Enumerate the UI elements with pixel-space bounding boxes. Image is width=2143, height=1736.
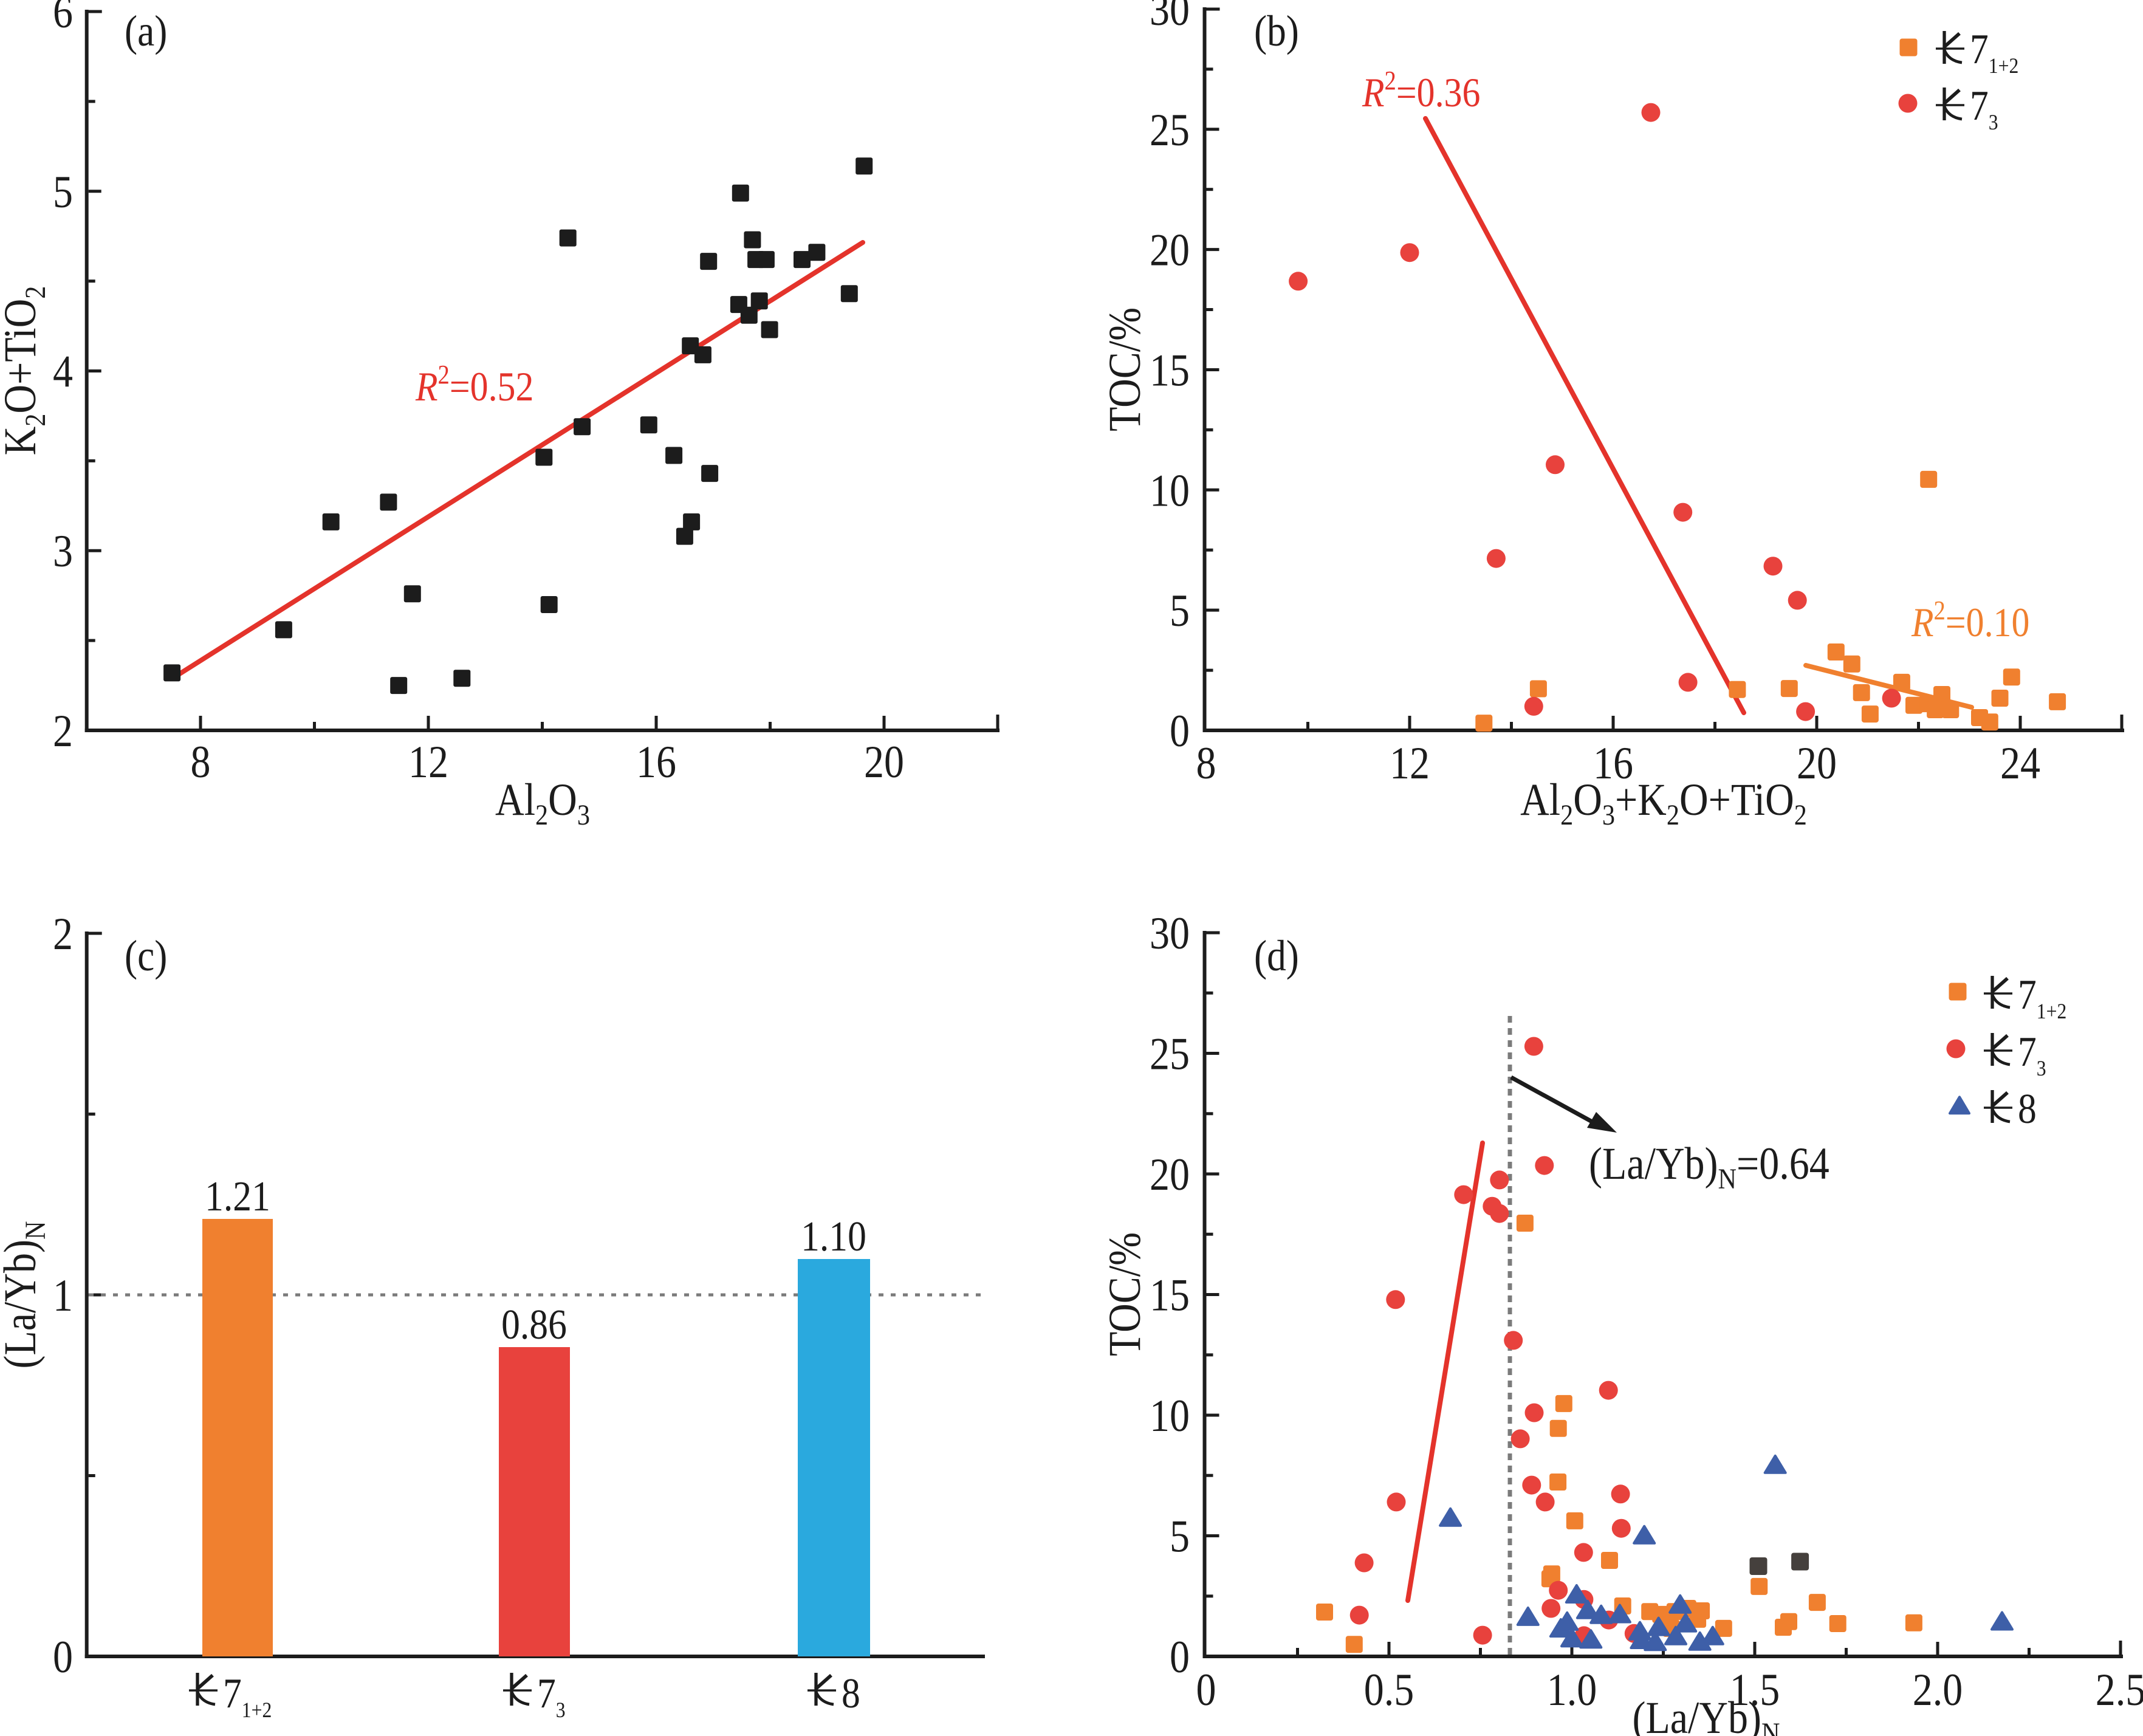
svg-text:2: 2 (53, 706, 73, 756)
svg-text:(La/Yb)N: (La/Yb)N (0, 1221, 52, 1368)
svg-text:2.5: 2.5 (2096, 1665, 2143, 1715)
svg-text:(La/Yb)N: (La/Yb)N (1632, 1693, 1780, 1736)
svg-text:2.0: 2.0 (1913, 1665, 1963, 1715)
svg-text:5: 5 (1170, 586, 1190, 636)
svg-text:8: 8 (191, 737, 211, 787)
svg-text:8: 8 (842, 1670, 860, 1717)
svg-text:10: 10 (1150, 465, 1190, 516)
svg-text:0: 0 (1196, 1665, 1216, 1715)
svg-text:1.5: 1.5 (1730, 1665, 1780, 1715)
svg-text:1.10: 1.10 (801, 1213, 866, 1260)
svg-text:25: 25 (1150, 1029, 1190, 1080)
svg-text:Al2O3+K2O+TiO2: Al2O3+K2O+TiO2 (1520, 775, 1807, 831)
svg-text:20: 20 (1150, 1150, 1190, 1200)
svg-text:4: 4 (53, 347, 73, 397)
svg-text:2: 2 (53, 909, 73, 959)
svg-text:20: 20 (864, 737, 904, 787)
svg-text:(c): (c) (125, 931, 167, 980)
svg-text:(d): (d) (1254, 931, 1299, 980)
svg-text:12: 12 (1390, 738, 1430, 789)
svg-text:12: 12 (408, 737, 448, 787)
svg-text:K2O+TiO2: K2O+TiO2 (0, 286, 52, 456)
svg-text:16: 16 (1593, 738, 1633, 789)
svg-text:8: 8 (1196, 738, 1216, 789)
svg-text:1.21: 1.21 (205, 1173, 270, 1220)
svg-text:15: 15 (1150, 346, 1190, 396)
svg-text:24: 24 (2000, 738, 2040, 789)
svg-text:R2=0.52: R2=0.52 (415, 360, 533, 410)
svg-text:5: 5 (1170, 1512, 1190, 1562)
svg-text:(b): (b) (1254, 7, 1299, 55)
svg-text:(La/Yb)N=0.64: (La/Yb)N=0.64 (1589, 1139, 1829, 1195)
svg-text:0: 0 (1170, 706, 1190, 756)
svg-text:(a): (a) (125, 7, 167, 55)
svg-text:0.5: 0.5 (1364, 1665, 1414, 1715)
svg-text:20: 20 (1797, 738, 1837, 789)
svg-text:15: 15 (1150, 1271, 1190, 1321)
svg-text:6: 6 (53, 0, 73, 38)
svg-text:30: 30 (1150, 0, 1190, 35)
svg-text:0: 0 (1170, 1632, 1190, 1683)
svg-text:5: 5 (53, 167, 73, 218)
svg-text:20: 20 (1150, 225, 1190, 276)
svg-text:TOC/%: TOC/% (1100, 307, 1150, 431)
svg-text:Al2O3: Al2O3 (495, 775, 590, 831)
svg-text:1.0: 1.0 (1547, 1665, 1597, 1715)
svg-text:0.86: 0.86 (501, 1301, 567, 1348)
svg-text:TOC/%: TOC/% (1100, 1232, 1150, 1356)
svg-text:8: 8 (2018, 1085, 2037, 1133)
svg-text:25: 25 (1150, 105, 1190, 156)
svg-text:R2=0.10: R2=0.10 (1911, 595, 2029, 645)
svg-text:0: 0 (53, 1632, 73, 1683)
svg-text:1: 1 (53, 1271, 73, 1321)
svg-text:10: 10 (1150, 1391, 1190, 1441)
svg-text:3: 3 (53, 526, 73, 577)
svg-text:30: 30 (1150, 908, 1190, 959)
svg-text:16: 16 (636, 737, 676, 787)
svg-text:R2=0.36: R2=0.36 (1362, 66, 1480, 115)
